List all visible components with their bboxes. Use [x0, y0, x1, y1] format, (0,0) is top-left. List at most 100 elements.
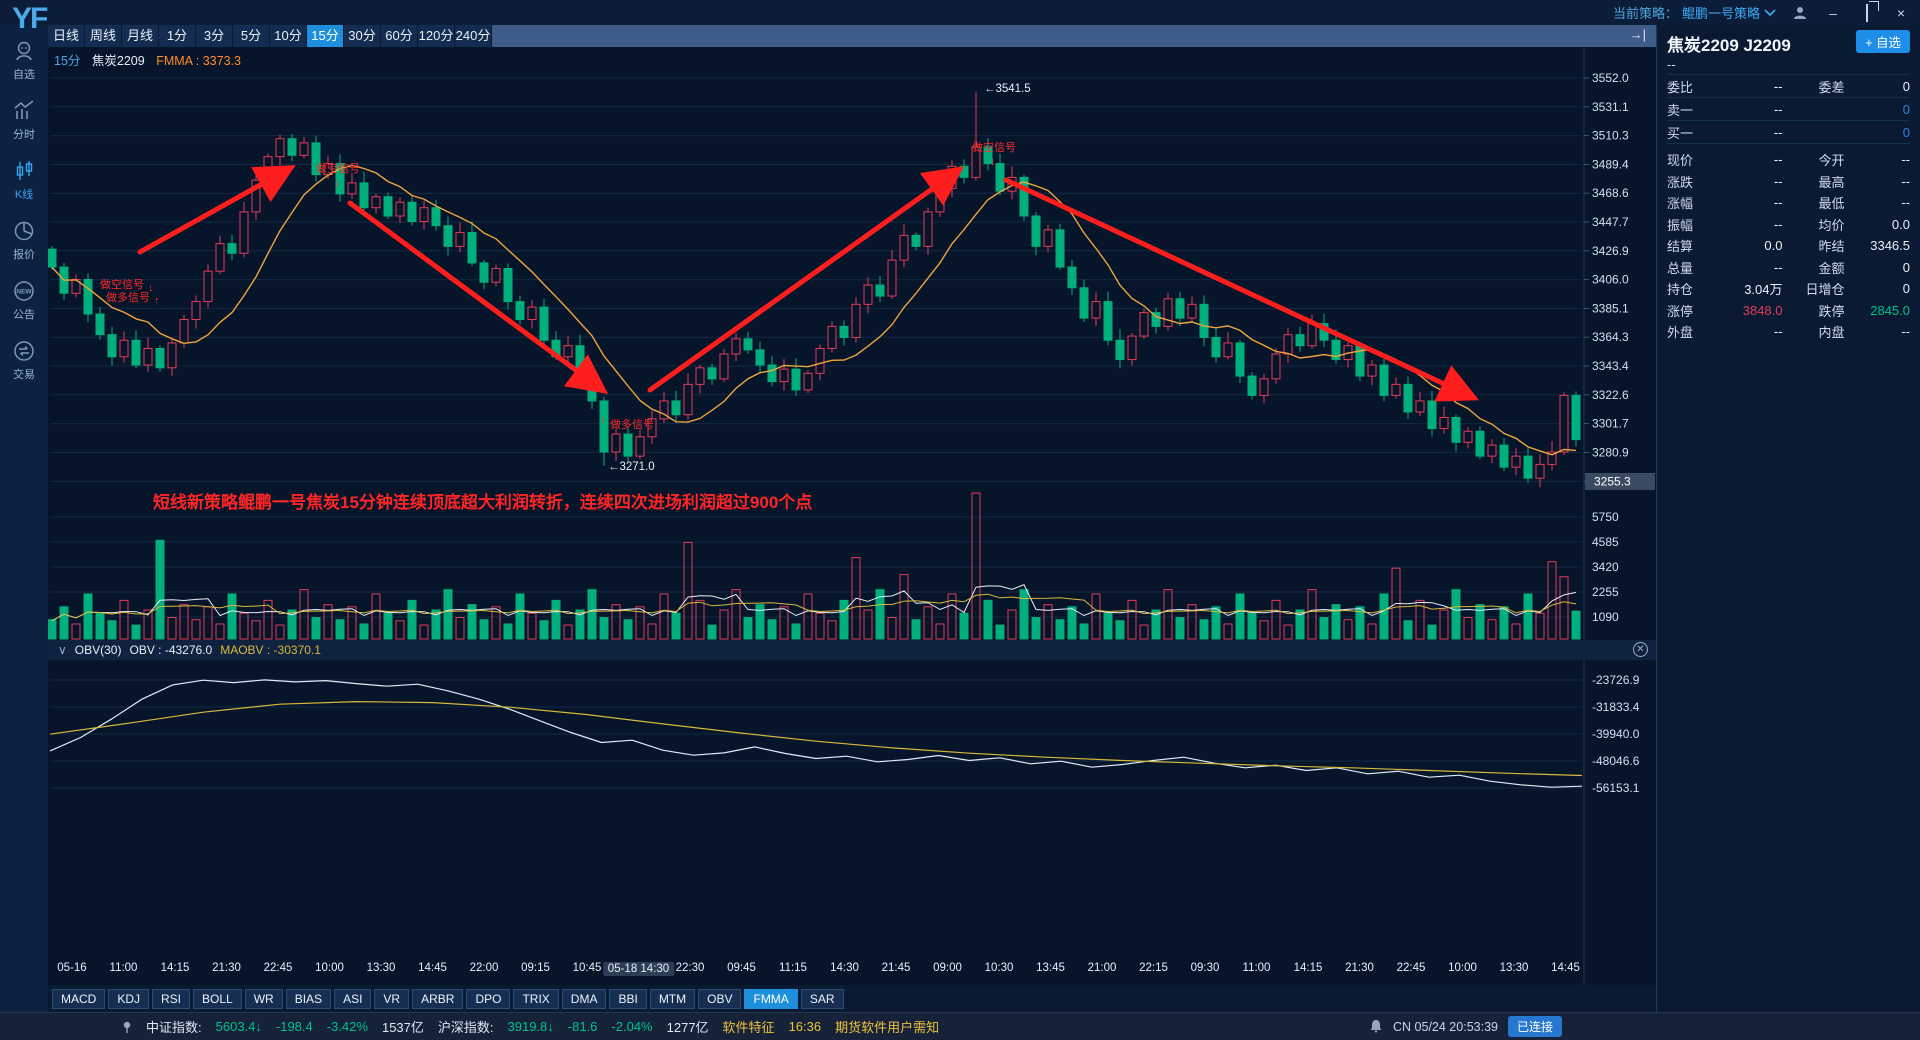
time-tick: 11:00: [109, 962, 138, 974]
svg-text:4585: 4585: [1592, 535, 1619, 549]
quote-row-涨停: 涨停 3848.0 跌停 2845.0: [1667, 302, 1910, 319]
indicator-tab-OBV[interactable]: OBV: [698, 988, 742, 1009]
connection-status-button[interactable]: 已连接: [1507, 1016, 1562, 1037]
sidebar-item-label: K线: [14, 189, 34, 201]
sidebar-item-watchlist[interactable]: 自选: [12, 39, 36, 82]
weibi-value: --: [1773, 78, 1783, 94]
timeframe-240分[interactable]: 240分: [455, 25, 492, 47]
svg-text:做空信号: 做空信号: [100, 277, 144, 291]
watchlist-icon: [16, 41, 32, 61]
quote-row-外盘: 外盘 -- 内盘 --: [1667, 324, 1910, 341]
candles-layer: [48, 92, 1581, 488]
timeframe-1分[interactable]: 1分: [159, 25, 196, 47]
timeframe-120分[interactable]: 120分: [418, 25, 455, 47]
status-segment: 1277亿: [666, 1020, 709, 1035]
svg-text:3343.4: 3343.4: [1592, 359, 1629, 373]
collapse-panel-icon[interactable]: →|: [1629, 27, 1646, 42]
indicator-tab-VR[interactable]: VR: [374, 988, 410, 1009]
weicha-value: 0: [1902, 78, 1910, 94]
indicator-tab-DPO[interactable]: DPO: [466, 988, 511, 1009]
bid-volume: 0: [1902, 124, 1910, 140]
svg-text:3426.9: 3426.9: [1592, 244, 1629, 258]
indicator-tab-ASI[interactable]: ASI: [334, 988, 372, 1009]
volume-layer: [48, 492, 1581, 640]
status-segment: 5603.4↓: [215, 1019, 262, 1034]
chart-header: 15分 焦炭2209 FMMA : 3373.3: [54, 50, 241, 69]
svg-text:-23726.9: -23726.9: [1592, 673, 1640, 687]
obv-line: [49, 679, 1583, 788]
indicator-tab-BOLL[interactable]: BOLL: [193, 988, 242, 1009]
sidebar-item-quote[interactable]: 报价: [12, 219, 36, 262]
svg-text:←3271.0: ←3271.0: [608, 461, 655, 473]
indicator-tab-BBI[interactable]: BBI: [609, 988, 647, 1009]
timeframe-60分[interactable]: 60分: [381, 25, 418, 47]
timeframe-5分[interactable]: 5分: [233, 25, 270, 47]
status-segment: -81.6: [567, 1019, 598, 1034]
quote-row-现价: 现价 -- 今开 --: [1667, 152, 1910, 169]
status-segment: 1537亿: [381, 1020, 424, 1035]
indicator-tab-RSI[interactable]: RSI: [152, 988, 191, 1009]
maobv-value: MAOBV : -30370.1: [220, 643, 321, 657]
svg-text:做空信号: 做空信号: [972, 140, 1016, 154]
time-tick: 22:45: [263, 962, 293, 974]
bell-icon[interactable]: [1369, 1019, 1383, 1034]
bid-row: 买一 -- 0: [1667, 121, 1910, 144]
indicator-tab-KDJ[interactable]: KDJ: [108, 988, 150, 1009]
time-tick: 14:15: [1293, 962, 1323, 974]
indicator-tab-FMMA[interactable]: FMMA: [744, 988, 798, 1009]
sidebar-item-kline[interactable]: K线: [12, 159, 36, 202]
timeframe-30分[interactable]: 30分: [344, 25, 381, 47]
sidebar-item-announcement[interactable]: NEW 公告: [12, 279, 36, 322]
indicator-tab-ARBR[interactable]: ARBR: [412, 988, 464, 1009]
quote-row-持仓: 持仓 3.04万 日增仓 0: [1667, 281, 1910, 298]
indicator-tab-SAR[interactable]: SAR: [800, 988, 844, 1009]
indicator-tab-WR[interactable]: WR: [244, 988, 283, 1009]
kline-chart[interactable]: 3552.0 3531.1 3510.3 3489.4 3468.6 3447.7 3426…: [48, 47, 1656, 985]
pin-icon[interactable]: [120, 1020, 134, 1034]
strategy-value: 鲲鹏一号策略: [1681, 6, 1760, 21]
sidebar-item-intraday[interactable]: 分时: [12, 99, 36, 142]
indicator-tab-DMA[interactable]: DMA: [561, 988, 607, 1009]
sidebar-item-trade[interactable]: 交易: [12, 339, 36, 382]
svg-text:↓: ↓: [334, 177, 340, 189]
titlebar: 当前策略： 鲲鹏一号策略 – ×: [0, 0, 1920, 25]
timeframe-周线[interactable]: 周线: [85, 25, 122, 47]
svg-text:做空信号: 做空信号: [316, 161, 360, 175]
strategy-selector[interactable]: 当前策略： 鲲鹏一号策略: [1613, 3, 1776, 22]
svg-text:NEW: NEW: [16, 289, 32, 296]
strategy-label: 当前策略：: [1612, 6, 1678, 21]
timeframe-10分[interactable]: 10分: [270, 25, 307, 47]
time-tick: 10:30: [984, 962, 1014, 974]
close-button[interactable]: ×: [1896, 4, 1906, 21]
ask-label: 卖一: [1667, 102, 1694, 118]
svg-text:-56153.1: -56153.1: [1592, 781, 1640, 795]
svg-text:3364.3: 3364.3: [1592, 330, 1629, 344]
indicator-tab-TRIX[interactable]: TRIX: [513, 988, 559, 1009]
svg-text:-31833.4: -31833.4: [1592, 700, 1640, 714]
indicator-tab-MACD[interactable]: MACD: [52, 988, 106, 1009]
status-segment: -3.42%: [326, 1019, 368, 1034]
status-segment: -198.4: [275, 1019, 313, 1034]
close-obv-icon[interactable]: ✕: [1633, 642, 1648, 657]
svg-text:-48046.6: -48046.6: [1592, 754, 1640, 768]
strategy-banner-text: 短线新策略鲲鹏一号焦炭15分钟连续顶底超大利润转折，连续四次进场利润超过900个…: [153, 493, 813, 512]
collapse-obv-icon[interactable]: ∨: [58, 643, 67, 657]
volume-ma10-line: [51, 593, 1577, 622]
signal-annotations: 做空信号 ↓做多信号 ↑做空信号↓做多信号↑做空信号↓: [100, 140, 1016, 431]
sidebar-item-label: 分时: [13, 129, 35, 141]
timeframe-3分[interactable]: 3分: [196, 25, 233, 47]
svg-text:3280.9: 3280.9: [1592, 445, 1629, 459]
indicator-tab-BIAS[interactable]: BIAS: [285, 988, 332, 1009]
volume-ma5-line: [51, 583, 1577, 622]
timeframe-月线[interactable]: 月线: [122, 25, 159, 47]
restore-button[interactable]: [1858, 3, 1876, 22]
timeframe-15分[interactable]: 15分: [307, 25, 344, 47]
add-watchlist-button[interactable]: + 自选: [1856, 30, 1910, 53]
user-icon[interactable]: [1792, 5, 1808, 21]
time-tick: 09:00: [933, 962, 962, 974]
minimize-button[interactable]: –: [1829, 4, 1837, 21]
timeframe-日线[interactable]: 日线: [48, 25, 85, 47]
weibi-label: 委比: [1667, 79, 1694, 95]
indicator-tab-MTM[interactable]: MTM: [649, 988, 696, 1009]
announcement-icon: NEW: [14, 281, 34, 301]
